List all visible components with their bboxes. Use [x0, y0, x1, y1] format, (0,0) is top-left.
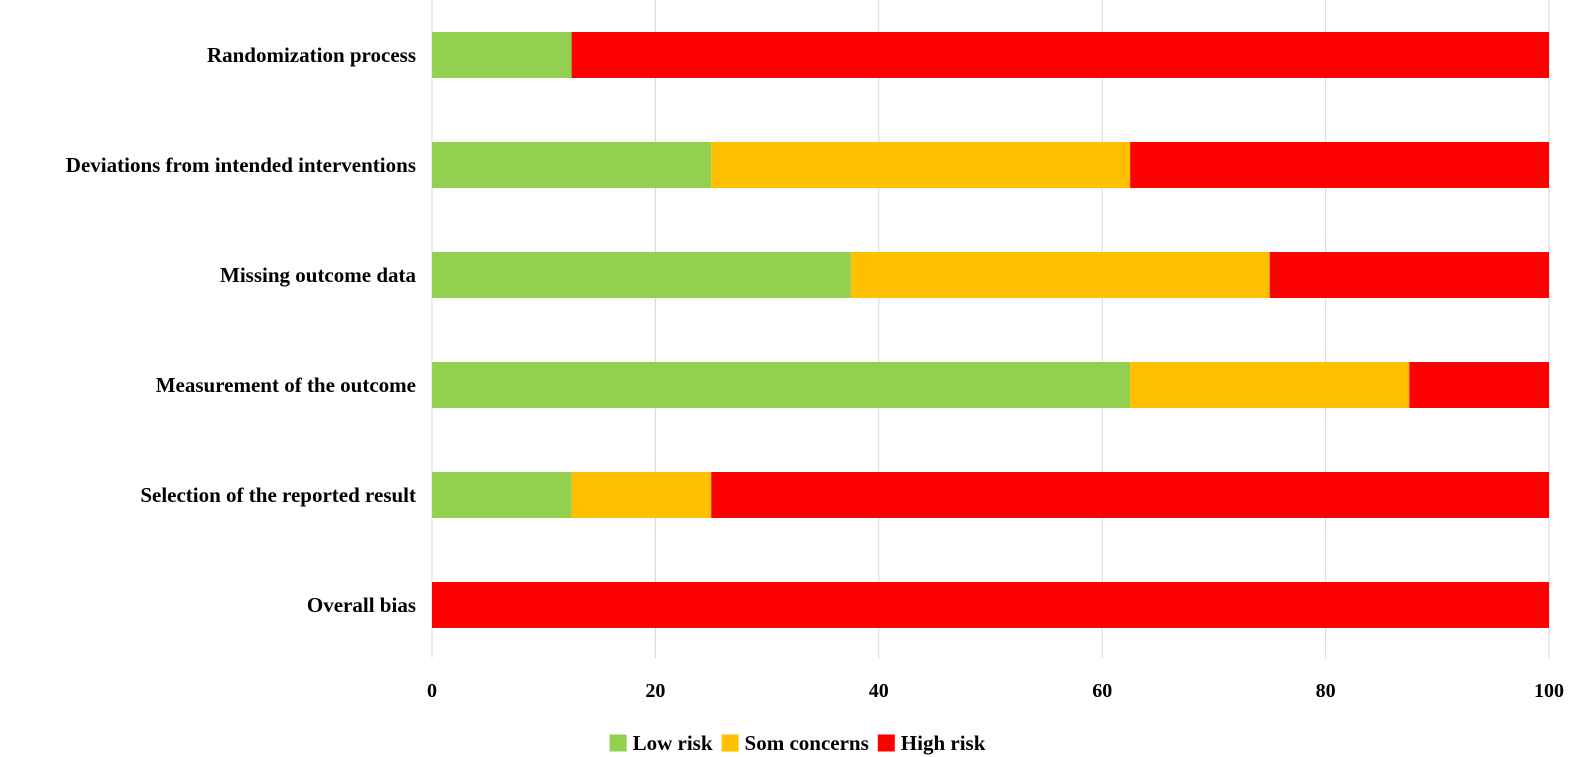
bar-segment-low-risk-3 — [432, 362, 1131, 408]
x-tick-label: 0 — [427, 680, 437, 702]
legend-label: Low risk — [633, 731, 713, 755]
category-label: Missing outcome data — [220, 263, 416, 287]
gridlines — [431, 0, 1550, 658]
category-label: Overall bias — [307, 593, 416, 617]
bar-segment-som-concerns-2 — [850, 252, 1270, 298]
legend-swatch-som-concerns — [721, 734, 739, 752]
legend-label: Som concerns — [745, 731, 869, 755]
bar-segment-low-risk-1 — [432, 142, 712, 188]
legend: Low risk Som concerns High risk — [609, 731, 986, 755]
category-label: Measurement of the outcome — [156, 373, 416, 397]
legend-label: High risk — [901, 731, 986, 755]
x-tick-label: 80 — [1316, 680, 1336, 702]
bar-segment-som-concerns-4 — [571, 472, 712, 518]
category-label: Selection of the reported result — [140, 483, 416, 507]
bar-segment-high-risk-1 — [1130, 142, 1549, 188]
bar-segment-som-concerns-1 — [711, 142, 1131, 188]
bar-segment-high-risk-2 — [1269, 252, 1549, 298]
legend-swatch-high-risk — [877, 734, 895, 752]
category-label: Randomization process — [207, 43, 416, 67]
x-tick-label: 40 — [869, 680, 889, 702]
x-tick-label: 100 — [1534, 680, 1564, 702]
bar-segment-high-risk-5 — [432, 582, 1549, 628]
category-label: Deviations from intended interventions — [66, 153, 416, 177]
bar-segment-som-concerns-3 — [1130, 362, 1410, 408]
bars — [432, 32, 1549, 628]
x-axis: 0 20 40 60 80 100 — [427, 680, 1564, 702]
bar-segment-low-risk-0 — [432, 32, 572, 78]
legend-swatch-low-risk — [609, 734, 627, 752]
bar-segment-low-risk-2 — [432, 252, 851, 298]
bar-segment-high-risk-4 — [711, 472, 1549, 518]
x-tick-label: 20 — [645, 680, 665, 702]
x-tick-label: 60 — [1092, 680, 1112, 702]
bar-segment-high-risk-0 — [571, 32, 1549, 78]
bar-segment-high-risk-3 — [1409, 362, 1549, 408]
category-labels: Randomization process Deviations from int… — [66, 43, 417, 617]
bar-segment-low-risk-4 — [432, 472, 572, 518]
